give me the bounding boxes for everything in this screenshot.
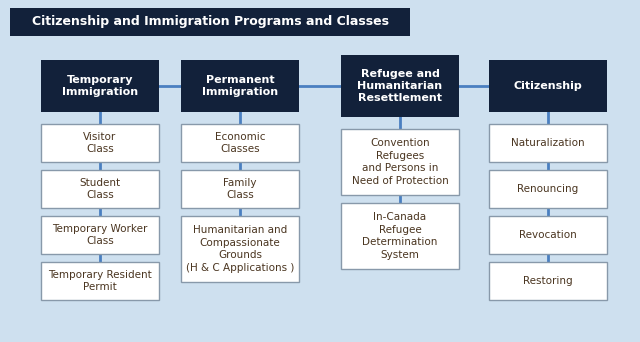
Text: Convention
Refugees
and Persons in
Need of Protection: Convention Refugees and Persons in Need … bbox=[351, 139, 449, 186]
Text: Refugee and
Humanitarian
Resettlement: Refugee and Humanitarian Resettlement bbox=[357, 69, 443, 103]
FancyBboxPatch shape bbox=[41, 216, 159, 254]
Text: Revocation: Revocation bbox=[519, 230, 577, 240]
FancyBboxPatch shape bbox=[489, 170, 607, 208]
FancyBboxPatch shape bbox=[341, 203, 459, 269]
Text: Temporary
Immigration: Temporary Immigration bbox=[62, 75, 138, 97]
Text: Citizenship and Immigration Programs and Classes: Citizenship and Immigration Programs and… bbox=[31, 15, 388, 28]
FancyBboxPatch shape bbox=[41, 170, 159, 208]
FancyBboxPatch shape bbox=[181, 216, 299, 282]
Text: Visitor
Class: Visitor Class bbox=[83, 132, 116, 154]
Text: Student
Class: Student Class bbox=[79, 178, 120, 200]
Text: Renouncing: Renouncing bbox=[517, 184, 579, 194]
Text: Temporary Worker
Class: Temporary Worker Class bbox=[52, 224, 148, 246]
Text: Economic
Classes: Economic Classes bbox=[215, 132, 265, 154]
FancyBboxPatch shape bbox=[489, 60, 607, 112]
FancyBboxPatch shape bbox=[181, 124, 299, 162]
FancyBboxPatch shape bbox=[181, 170, 299, 208]
FancyBboxPatch shape bbox=[10, 8, 410, 36]
FancyBboxPatch shape bbox=[41, 124, 159, 162]
Text: Family
Class: Family Class bbox=[223, 178, 257, 200]
Text: In-Canada
Refugee
Determination
System: In-Canada Refugee Determination System bbox=[362, 212, 438, 260]
FancyBboxPatch shape bbox=[489, 124, 607, 162]
FancyBboxPatch shape bbox=[41, 60, 159, 112]
FancyBboxPatch shape bbox=[489, 216, 607, 254]
Text: Permanent
Immigration: Permanent Immigration bbox=[202, 75, 278, 97]
Text: Citizenship: Citizenship bbox=[514, 81, 582, 91]
Text: Restoring: Restoring bbox=[523, 276, 573, 286]
FancyBboxPatch shape bbox=[41, 262, 159, 300]
Text: Humanitarian and
Compassionate
Grounds
(H & C Applications ): Humanitarian and Compassionate Grounds (… bbox=[186, 225, 294, 273]
FancyBboxPatch shape bbox=[489, 262, 607, 300]
Text: Temporary Resident
Permit: Temporary Resident Permit bbox=[48, 270, 152, 292]
Text: Naturalization: Naturalization bbox=[511, 138, 585, 148]
FancyBboxPatch shape bbox=[181, 60, 299, 112]
FancyBboxPatch shape bbox=[341, 55, 459, 117]
FancyBboxPatch shape bbox=[341, 129, 459, 195]
